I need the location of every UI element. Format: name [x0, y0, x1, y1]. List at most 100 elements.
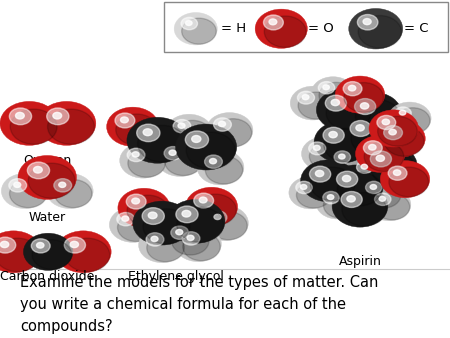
- Circle shape: [318, 81, 335, 94]
- Circle shape: [370, 151, 392, 167]
- Circle shape: [115, 113, 135, 128]
- Circle shape: [368, 188, 411, 221]
- Circle shape: [121, 117, 128, 123]
- Circle shape: [327, 195, 334, 199]
- Circle shape: [297, 182, 331, 208]
- Circle shape: [192, 136, 201, 142]
- Circle shape: [55, 231, 111, 273]
- Circle shape: [395, 107, 411, 119]
- Circle shape: [297, 91, 315, 104]
- Circle shape: [214, 118, 231, 131]
- Circle shape: [46, 173, 93, 209]
- Circle shape: [205, 155, 222, 168]
- Circle shape: [388, 102, 431, 135]
- Circle shape: [166, 199, 225, 243]
- Circle shape: [183, 233, 220, 261]
- Circle shape: [298, 92, 334, 119]
- Circle shape: [219, 121, 225, 127]
- Circle shape: [315, 170, 324, 177]
- Circle shape: [166, 114, 212, 149]
- Circle shape: [185, 131, 208, 148]
- Circle shape: [185, 187, 238, 226]
- Circle shape: [132, 198, 140, 204]
- Circle shape: [146, 233, 164, 246]
- Circle shape: [269, 19, 277, 25]
- Circle shape: [187, 235, 194, 241]
- Circle shape: [164, 147, 182, 160]
- Circle shape: [344, 82, 383, 112]
- Circle shape: [126, 194, 146, 209]
- Circle shape: [264, 15, 284, 30]
- Circle shape: [54, 179, 92, 208]
- Circle shape: [396, 108, 430, 134]
- Circle shape: [182, 210, 191, 217]
- Circle shape: [357, 162, 392, 188]
- Circle shape: [118, 188, 170, 227]
- Circle shape: [209, 211, 227, 224]
- Circle shape: [182, 18, 216, 44]
- Circle shape: [147, 234, 184, 262]
- Circle shape: [122, 216, 129, 221]
- Circle shape: [302, 95, 309, 100]
- Circle shape: [28, 163, 75, 198]
- Circle shape: [116, 114, 158, 145]
- Circle shape: [341, 114, 397, 156]
- Circle shape: [33, 167, 42, 173]
- Circle shape: [356, 135, 405, 172]
- Circle shape: [384, 126, 402, 140]
- Circle shape: [369, 145, 376, 150]
- Circle shape: [177, 207, 224, 242]
- Circle shape: [120, 143, 166, 178]
- Circle shape: [64, 237, 86, 253]
- Circle shape: [351, 122, 396, 155]
- Circle shape: [360, 103, 369, 109]
- Circle shape: [214, 214, 221, 220]
- Circle shape: [348, 86, 356, 91]
- Bar: [164, 2, 448, 52]
- Circle shape: [47, 108, 69, 125]
- Circle shape: [59, 182, 66, 188]
- Circle shape: [346, 92, 401, 134]
- Circle shape: [174, 120, 211, 148]
- Circle shape: [364, 142, 404, 171]
- Circle shape: [377, 116, 396, 129]
- Circle shape: [359, 176, 402, 209]
- Circle shape: [332, 185, 388, 227]
- Text: = H: = H: [221, 22, 247, 35]
- Circle shape: [9, 108, 32, 125]
- Circle shape: [356, 161, 373, 173]
- Circle shape: [343, 82, 362, 96]
- Circle shape: [337, 171, 358, 187]
- Circle shape: [289, 176, 332, 209]
- Circle shape: [379, 196, 386, 201]
- Circle shape: [389, 129, 396, 135]
- Circle shape: [210, 159, 216, 164]
- Circle shape: [255, 9, 307, 48]
- Text: Ethylene glycol: Ethylene glycol: [127, 270, 224, 283]
- Text: Ethanol: Ethanol: [152, 208, 199, 221]
- Circle shape: [169, 150, 176, 155]
- Circle shape: [171, 226, 189, 239]
- Circle shape: [70, 241, 78, 248]
- Circle shape: [186, 132, 235, 169]
- Circle shape: [143, 129, 152, 136]
- Circle shape: [139, 227, 185, 263]
- Circle shape: [127, 117, 188, 163]
- Circle shape: [371, 152, 416, 186]
- Circle shape: [181, 17, 198, 30]
- Circle shape: [361, 164, 368, 169]
- Circle shape: [0, 237, 16, 253]
- Circle shape: [197, 150, 244, 185]
- Circle shape: [48, 109, 94, 144]
- Circle shape: [117, 213, 155, 241]
- Circle shape: [388, 166, 407, 180]
- Circle shape: [14, 182, 21, 188]
- Circle shape: [338, 172, 382, 206]
- Circle shape: [165, 147, 202, 175]
- Circle shape: [127, 148, 145, 162]
- Circle shape: [356, 100, 400, 133]
- Text: Carbon dioxide: Carbon dioxide: [0, 270, 94, 283]
- Circle shape: [137, 124, 160, 142]
- Circle shape: [138, 125, 187, 162]
- Circle shape: [316, 89, 372, 131]
